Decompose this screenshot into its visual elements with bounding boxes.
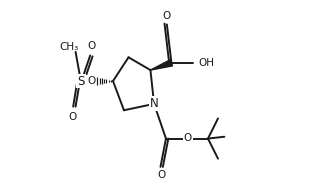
Text: O: O	[69, 112, 77, 122]
Text: S: S	[78, 75, 85, 88]
Polygon shape	[150, 60, 172, 70]
Text: N: N	[150, 97, 158, 110]
Text: O: O	[184, 133, 192, 143]
Text: CH₃: CH₃	[60, 42, 79, 52]
Text: O: O	[87, 76, 95, 86]
Text: O: O	[157, 170, 166, 180]
Text: O: O	[163, 11, 171, 21]
Text: OH: OH	[198, 58, 214, 68]
Text: O: O	[88, 41, 96, 51]
